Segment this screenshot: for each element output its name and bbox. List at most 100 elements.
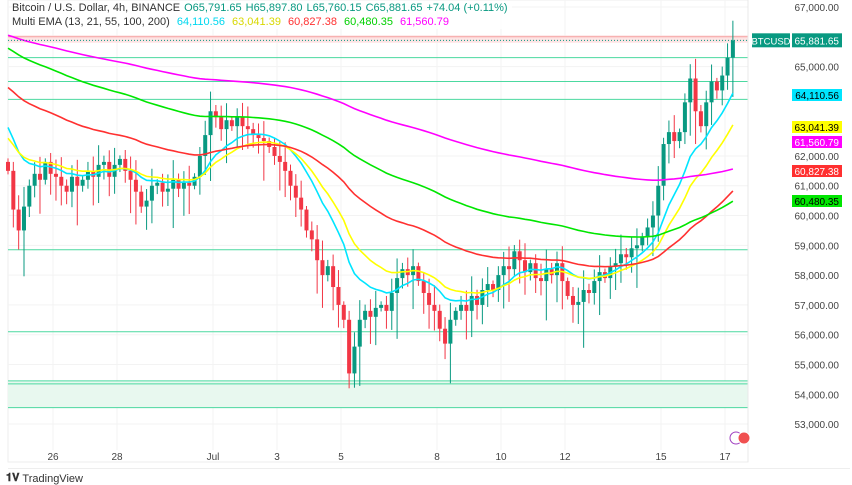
ema21-line <box>7 124 734 294</box>
ema200-value: 61,560.79 <box>400 16 449 28</box>
candle-body <box>581 290 586 302</box>
candle-body <box>645 227 650 237</box>
brand-name: TradingView <box>22 472 83 485</box>
candle-body <box>283 161 288 171</box>
candle-body <box>251 129 256 136</box>
candle-body <box>133 179 138 192</box>
candle-body <box>16 209 21 231</box>
candle-body <box>629 248 634 258</box>
candle-body <box>714 81 719 91</box>
candle-body <box>496 275 501 291</box>
candle-body <box>272 147 277 156</box>
candle-body <box>528 263 533 273</box>
symbol-tag <box>752 33 790 48</box>
candle-body <box>363 310 368 320</box>
candle-body <box>75 176 80 186</box>
candle-body <box>315 239 320 261</box>
candle-body <box>432 304 437 311</box>
high-value: H65,897.80 <box>245 2 303 14</box>
candle-body <box>53 173 58 177</box>
candle-body <box>165 188 170 192</box>
earnings-icon[interactable] <box>737 431 751 445</box>
candle-body <box>187 182 192 186</box>
open-value: O65,791.65 <box>184 2 242 14</box>
candle-body <box>144 200 149 207</box>
candle-body <box>384 304 389 311</box>
candle-body <box>373 307 378 317</box>
candle-body <box>11 170 16 210</box>
candle-body <box>576 301 581 305</box>
candle-body <box>325 266 330 276</box>
candle-body <box>539 278 543 282</box>
candle-body <box>586 290 591 293</box>
candle-body <box>720 75 725 91</box>
footer-divider <box>8 468 850 469</box>
candle-body <box>613 263 618 267</box>
candle-body <box>224 120 229 130</box>
candle-body <box>171 179 176 189</box>
ema-price-tag <box>792 89 842 101</box>
candle-body <box>347 319 352 374</box>
candle-body <box>709 81 714 103</box>
candle-body <box>640 236 645 246</box>
candle-body <box>27 185 32 207</box>
candle-body <box>181 182 186 189</box>
ema13-value: 64,110.56 <box>176 16 225 28</box>
candle-body <box>240 117 245 127</box>
candle-body <box>128 170 133 180</box>
x-tick-label: 15 <box>655 452 667 463</box>
close-value: C65,881.65 <box>365 2 423 14</box>
y-tick-label: 58,000.00 <box>795 271 840 282</box>
candle-body <box>80 179 85 186</box>
candle-body <box>357 319 362 347</box>
tv-logo-icon: 𝟏𝐕 <box>6 472 20 484</box>
candle-body <box>698 111 703 127</box>
candle-body <box>229 120 234 127</box>
y-tick-label: 62,000.00 <box>795 152 840 163</box>
candle-body <box>565 281 570 296</box>
candle-body <box>6 161 10 171</box>
last-price-tag-label: 65,881.65 <box>795 36 840 47</box>
candle-body <box>176 179 181 189</box>
candle-body <box>501 266 506 276</box>
y-tick-label: 57,000.00 <box>795 301 840 312</box>
candle-body <box>634 245 639 249</box>
candle-body <box>155 182 160 186</box>
y-tick-label: 61,000.00 <box>795 182 840 193</box>
candle-body <box>320 260 325 276</box>
candle-body <box>43 161 48 180</box>
ema-price-tag <box>792 195 842 207</box>
ema-price-tag-label: 61,560.79 <box>795 138 840 149</box>
candle-body <box>37 173 42 180</box>
ema21-value: 63,041.39 <box>232 16 281 28</box>
candle-body <box>331 266 336 288</box>
ema-price-tag <box>792 121 842 133</box>
candle-body <box>261 138 266 142</box>
candle-body <box>107 161 112 177</box>
candle-body <box>400 269 405 279</box>
candle-body <box>485 284 490 291</box>
candle-body <box>618 254 623 264</box>
support-zone <box>8 380 748 408</box>
last-price-tag <box>792 33 842 48</box>
candle-body <box>725 57 730 76</box>
candle-body <box>213 111 218 118</box>
candle-body <box>533 263 538 279</box>
x-tick-label: 17 <box>719 452 731 463</box>
ema55-value: 60,827.38 <box>288 16 337 28</box>
candle-body <box>379 304 384 308</box>
tradingview-logo[interactable]: 𝟏𝐕 TradingView <box>6 472 83 485</box>
candle-body <box>693 78 698 112</box>
y-tick-label: 59,000.00 <box>795 241 840 252</box>
candle-body <box>517 251 522 261</box>
candle-body <box>570 295 575 305</box>
ema-price-tag-label: 60,480.35 <box>795 197 840 208</box>
ema55-line <box>7 86 734 268</box>
candle-body <box>203 135 208 156</box>
price-chart[interactable]: 67,000.00 65,000.00 62,000.00 61,000.00 60,0… <box>0 0 852 470</box>
candle-body <box>491 284 496 291</box>
ema-price-tag <box>792 136 842 148</box>
y-tick-label: 67,000.00 <box>795 3 840 14</box>
x-tick-label: 5 <box>338 452 344 463</box>
y-tick-label: 54,000.00 <box>795 390 840 401</box>
